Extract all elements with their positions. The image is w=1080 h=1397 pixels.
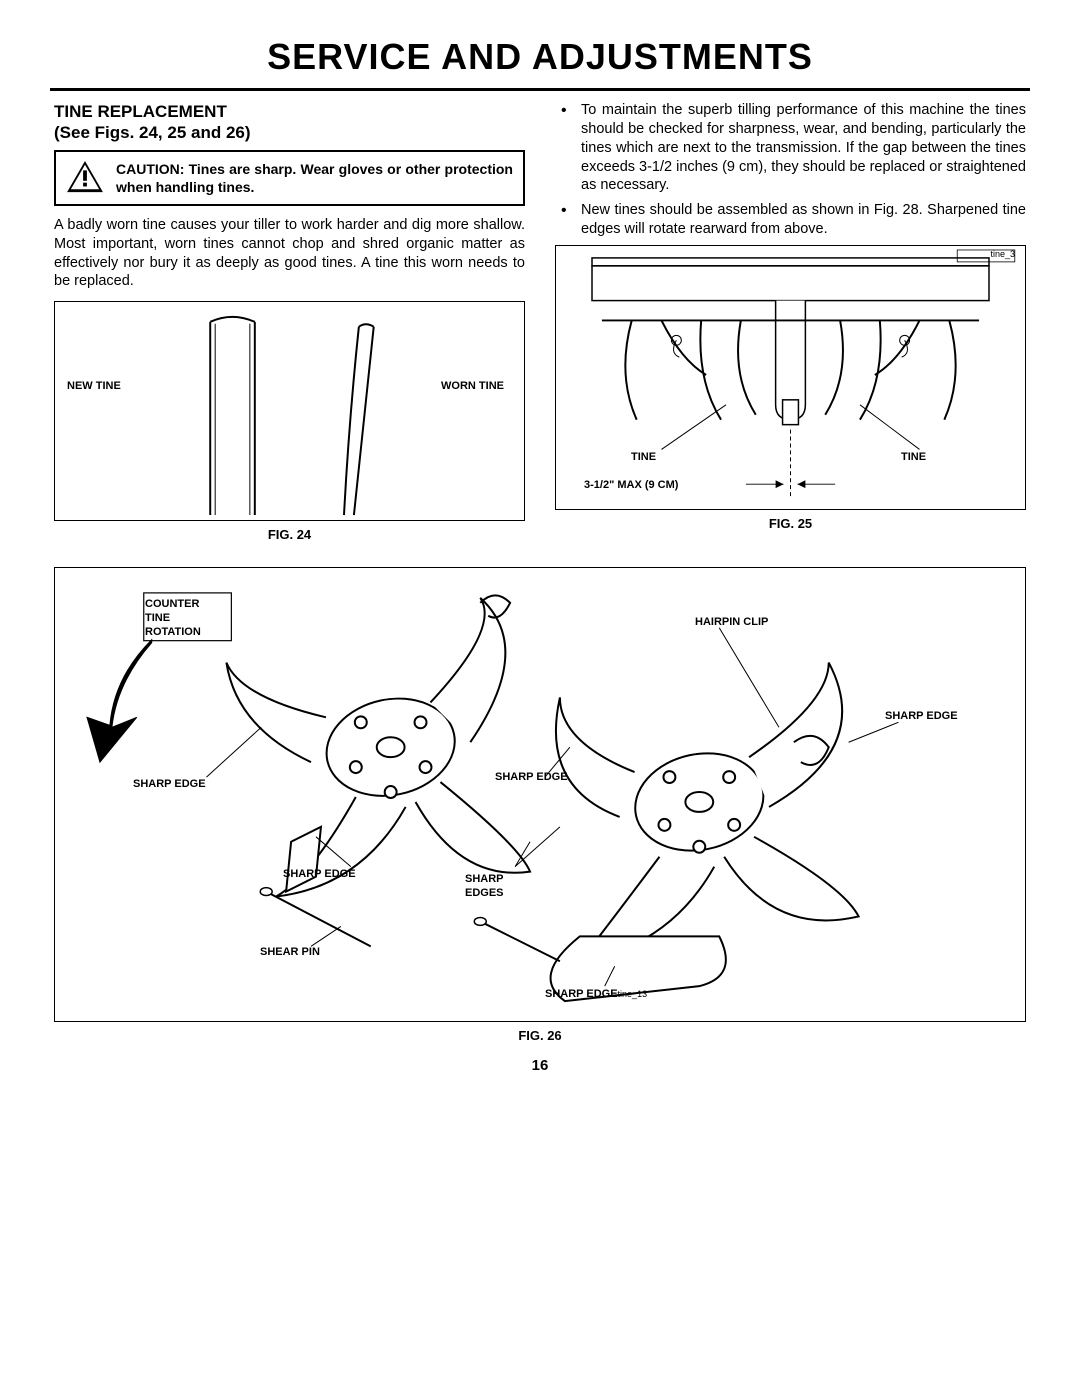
fig25-gap-label: 3-1/2" MAX (9 CM) xyxy=(584,479,678,491)
bullet-1: To maintain the superb tilling performan… xyxy=(581,101,1026,195)
figure-25: tine_3 TINE TINE 3-1/2" MAX (9 CM) xyxy=(555,245,1026,510)
content-area: TINE REPLACEMENT (See Figs. 24, 25 and 2… xyxy=(50,91,1030,1043)
fig26-hairpin-clip: HAIRPIN CLIP xyxy=(695,616,768,630)
figure-24: NEW TINE WORN TINE xyxy=(54,301,525,521)
fig26-shear-pin: SHEAR PIN xyxy=(260,946,320,960)
fig24-illustration xyxy=(55,302,524,520)
two-column-layout: TINE REPLACEMENT (See Figs. 24, 25 and 2… xyxy=(54,101,1026,542)
right-column: To maintain the superb tilling performan… xyxy=(555,101,1026,542)
intro-paragraph: A badly worn tine causes your tiller to … xyxy=(54,216,525,291)
fig26-counter-rotation-text: COUNTER TINE ROTATION xyxy=(145,598,221,639)
bullet-2: New tines should be assembled as shown i… xyxy=(581,201,1026,239)
bullet-list: To maintain the superb tilling performan… xyxy=(555,101,1026,239)
title-bar: SERVICE AND ADJUSTMENTS xyxy=(50,30,1030,91)
warning-triangle-icon xyxy=(66,160,104,194)
caution-text: CAUTION: Tines are sharp. Wear gloves or… xyxy=(116,160,513,196)
page-title: SERVICE AND ADJUSTMENTS xyxy=(50,36,1030,78)
section-heading: TINE REPLACEMENT (See Figs. 24, 25 and 2… xyxy=(54,101,525,144)
fig26-sharp-edge-4: SHARP EDGE xyxy=(885,710,958,724)
fig26-sharp-edge-5: SHARP EDGEtine_13 xyxy=(545,988,647,1002)
fig26-sharp-edge-1: SHARP EDGE xyxy=(133,778,206,792)
fig25-ref: tine_3 xyxy=(990,249,1015,259)
heading-line2: (See Figs. 24, 25 and 26) xyxy=(54,123,251,142)
fig25-caption: FIG. 25 xyxy=(555,516,1026,531)
fig26-ref: tine_13 xyxy=(618,989,648,999)
fig26-sharp-edge-3: SHARP EDGE xyxy=(495,771,568,785)
figure-26: COUNTER TINE ROTATION HAIRPIN CLIP SHARP… xyxy=(54,567,1026,1022)
caution-box: CAUTION: Tines are sharp. Wear gloves or… xyxy=(54,150,525,206)
fig24-caption: FIG. 24 xyxy=(54,527,525,542)
fig26-caption: FIG. 26 xyxy=(54,1028,1026,1043)
figure-26-wrap: COUNTER TINE ROTATION HAIRPIN CLIP SHARP… xyxy=(54,567,1026,1043)
fig26-sharp-edge-2: SHARP EDGE xyxy=(283,868,356,882)
page-number: 16 xyxy=(50,1057,1030,1074)
fig26-sharp-edge-5-text: SHARP EDGE xyxy=(545,988,618,1000)
fig26-sharp-edges: SHARP EDGES xyxy=(465,873,525,901)
fig25-tine-left: TINE xyxy=(631,451,656,463)
fig25-illustration xyxy=(556,246,1025,509)
fig25-tine-right: TINE xyxy=(901,451,926,463)
fig26-counter-rotation: COUNTER TINE ROTATION xyxy=(145,598,221,639)
left-column: TINE REPLACEMENT (See Figs. 24, 25 and 2… xyxy=(54,101,525,542)
fig24-new-tine-label: NEW TINE xyxy=(67,380,121,392)
fig24-worn-tine-label: WORN TINE xyxy=(441,380,504,392)
heading-line1: TINE REPLACEMENT xyxy=(54,102,227,121)
